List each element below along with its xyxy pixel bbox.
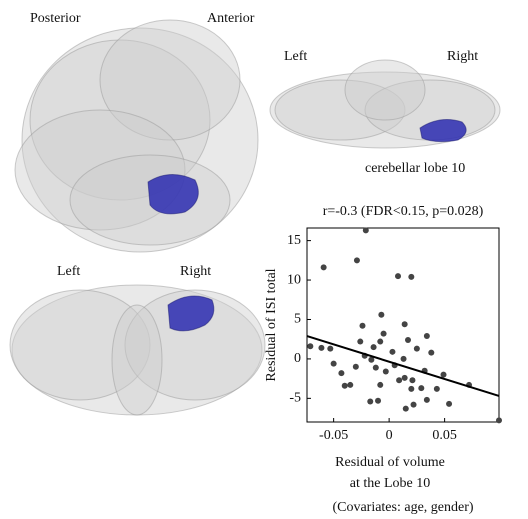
data-point	[321, 264, 327, 270]
y-tick-label: 0	[294, 351, 301, 366]
data-point	[428, 350, 434, 356]
x-tick-label: -0.05	[319, 428, 348, 443]
y-tick-label: 15	[287, 233, 301, 248]
figure: Posterior Anterior Left Right cerebellar…	[0, 0, 528, 519]
data-point	[338, 370, 344, 376]
data-point	[389, 349, 395, 355]
data-point	[403, 406, 409, 412]
data-point	[381, 331, 387, 337]
data-point	[395, 273, 401, 279]
data-point	[434, 386, 440, 392]
view-label: Posterior	[30, 11, 81, 26]
data-point	[411, 402, 417, 408]
chart-title: r=-0.3 (FDR<0.15, p=0.028)	[323, 204, 484, 219]
data-point	[347, 382, 353, 388]
view-label: Right	[180, 264, 211, 279]
brain-view-left-right-bottom	[10, 285, 265, 415]
data-point	[331, 361, 337, 367]
data-point	[418, 385, 424, 391]
y-tick-label: 10	[287, 272, 301, 287]
data-point	[446, 401, 452, 407]
data-point	[354, 257, 360, 263]
data-point	[377, 382, 383, 388]
view-label: Right	[447, 49, 478, 64]
data-point	[424, 333, 430, 339]
data-point	[424, 397, 430, 403]
x-axis-label: Residual of volume	[335, 455, 445, 470]
x-axis-label: at the Lobe 10	[350, 476, 430, 491]
view-caption: cerebellar lobe 10	[365, 161, 465, 176]
y-tick-label: -5	[289, 391, 301, 406]
data-point	[414, 346, 420, 352]
data-point	[402, 321, 408, 327]
data-point	[402, 375, 408, 381]
data-point	[405, 337, 411, 343]
data-point	[373, 365, 379, 371]
data-point	[318, 345, 324, 351]
view-label: Anterior	[207, 11, 255, 26]
fit-line	[307, 336, 499, 396]
view-label: Left	[57, 264, 80, 279]
data-point	[383, 369, 389, 375]
data-point	[396, 377, 402, 383]
chart-note: (Covariates: age, gender)	[332, 500, 473, 515]
data-point	[357, 339, 363, 345]
x-tick-label: 0.05	[432, 428, 457, 443]
data-point	[342, 383, 348, 389]
data-point	[371, 344, 377, 350]
brain-view-left-right-top	[270, 60, 500, 148]
data-point	[401, 356, 407, 362]
x-tick-label: 0	[386, 428, 393, 443]
data-point	[409, 377, 415, 383]
data-point	[327, 346, 333, 352]
data-point	[408, 386, 414, 392]
brain-view-posterior-anterior	[15, 20, 258, 252]
y-tick-label: 5	[294, 312, 301, 327]
data-point	[367, 398, 373, 404]
data-point	[408, 274, 414, 280]
data-point	[378, 312, 384, 318]
data-point	[359, 323, 365, 329]
data-point	[363, 227, 369, 233]
view-label: Left	[284, 49, 307, 64]
y-axis-label: Residual of ISI total	[264, 268, 279, 381]
data-point	[353, 364, 359, 370]
data-point	[441, 372, 447, 378]
data-point	[375, 398, 381, 404]
data-point	[496, 417, 502, 423]
data-point	[377, 339, 383, 345]
data-point	[307, 343, 313, 349]
